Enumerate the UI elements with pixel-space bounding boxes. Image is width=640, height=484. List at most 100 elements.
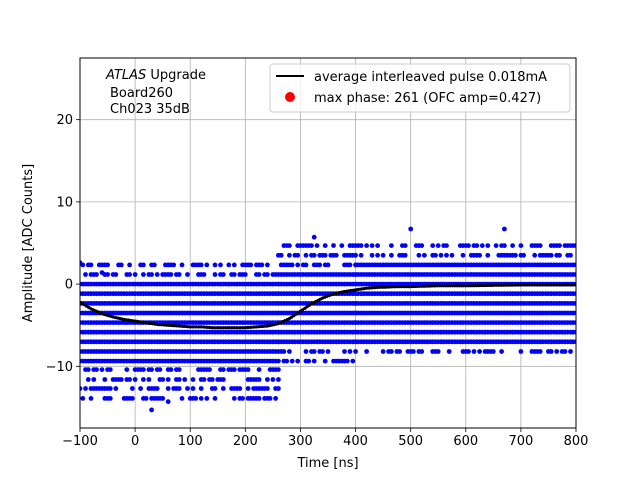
average-pulse-point	[446, 284, 450, 288]
data-point	[179, 396, 185, 401]
data-point	[435, 243, 441, 249]
average-pulse-point	[466, 284, 470, 288]
data-point	[353, 252, 358, 258]
plot-frame	[79, 57, 577, 429]
annotation-line-1: ATLAS Upgrade	[105, 68, 206, 83]
data-point	[105, 262, 110, 268]
average-pulse-point	[301, 308, 305, 312]
data-point	[132, 377, 138, 382]
data-point	[485, 252, 491, 258]
average-pulse-point	[250, 325, 254, 329]
average-pulse-point	[532, 283, 536, 287]
average-pulse-point	[506, 283, 510, 287]
y-axis-ticks: −10 0 10 20	[46, 113, 80, 375]
average-pulse-point	[495, 283, 499, 287]
data-point-outlier	[149, 407, 155, 413]
average-pulse-point	[217, 326, 221, 330]
data-point	[124, 367, 130, 372]
average-pulse-point	[380, 285, 384, 289]
average-pulse-point	[561, 283, 565, 287]
average-pulse-point	[539, 283, 543, 287]
data-point	[557, 252, 562, 258]
data-point	[141, 367, 146, 372]
average-pulse-point	[543, 283, 547, 287]
average-pulse-point	[552, 283, 556, 287]
data-point	[333, 252, 339, 258]
data-point	[557, 243, 562, 249]
average-pulse-point	[519, 283, 523, 287]
average-pulse-point	[221, 326, 225, 330]
average-pulse-point	[404, 285, 408, 289]
average-pulse-point	[435, 284, 439, 288]
data-point	[548, 252, 554, 258]
data-point	[573, 262, 576, 268]
data-point	[402, 252, 408, 258]
average-pulse-point	[473, 284, 477, 288]
data-point	[499, 349, 504, 354]
average-pulse-point	[223, 326, 228, 330]
y-tick-label: 20	[56, 113, 73, 128]
data-point	[182, 377, 188, 382]
average-line-group	[80, 283, 576, 330]
average-pulse-point	[479, 283, 483, 288]
data-point	[380, 252, 386, 258]
data-point	[226, 262, 232, 268]
average-pulse-point	[402, 285, 406, 289]
data-point	[479, 243, 485, 249]
average-pulse-point	[212, 326, 217, 330]
data-point	[281, 349, 287, 354]
data-point	[91, 377, 97, 382]
data-point	[444, 243, 449, 249]
data-point	[102, 377, 108, 382]
data-point	[99, 367, 105, 372]
average-pulse-point	[188, 325, 192, 329]
data-point	[317, 262, 323, 268]
data-point	[83, 386, 88, 391]
data-point	[493, 243, 499, 249]
data-point	[449, 252, 455, 258]
data-point	[518, 349, 524, 354]
data-point	[146, 377, 152, 382]
average-pulse-point	[475, 284, 479, 288]
data-point	[444, 252, 449, 258]
data-point	[389, 349, 394, 354]
data-point	[471, 349, 477, 354]
average-pulse-point	[499, 283, 503, 287]
data-point	[94, 367, 99, 372]
data-point	[248, 262, 254, 268]
data-point	[375, 243, 380, 249]
data-point	[204, 262, 210, 268]
data-point	[165, 386, 171, 391]
data-point	[289, 262, 295, 268]
data-point	[207, 367, 212, 372]
data-point	[231, 272, 237, 277]
data-point	[113, 272, 119, 277]
average-pulse-point	[230, 326, 234, 330]
data-point	[212, 262, 218, 268]
average-pulse-point	[457, 284, 461, 288]
data-point	[245, 367, 251, 372]
average-pulse-point	[556, 283, 561, 287]
x-tick-label: 800	[564, 434, 589, 449]
data-point	[240, 396, 246, 401]
average-pulse-point	[455, 284, 459, 288]
data-point	[220, 386, 226, 391]
data-point	[256, 272, 262, 277]
data-point	[350, 358, 356, 364]
average-pulse-point	[237, 326, 241, 330]
data-point	[231, 367, 237, 372]
data-point-outlier	[80, 260, 83, 266]
data-point	[537, 243, 543, 249]
data-point	[265, 262, 270, 268]
data-point	[573, 291, 576, 297]
data-point	[364, 349, 369, 354]
data-point	[422, 252, 427, 258]
data-point	[320, 349, 325, 354]
data-point	[265, 386, 270, 391]
average-pulse-point	[439, 284, 444, 288]
average-pulse-point	[431, 284, 435, 288]
data-point	[259, 262, 265, 268]
data-point	[433, 252, 438, 258]
